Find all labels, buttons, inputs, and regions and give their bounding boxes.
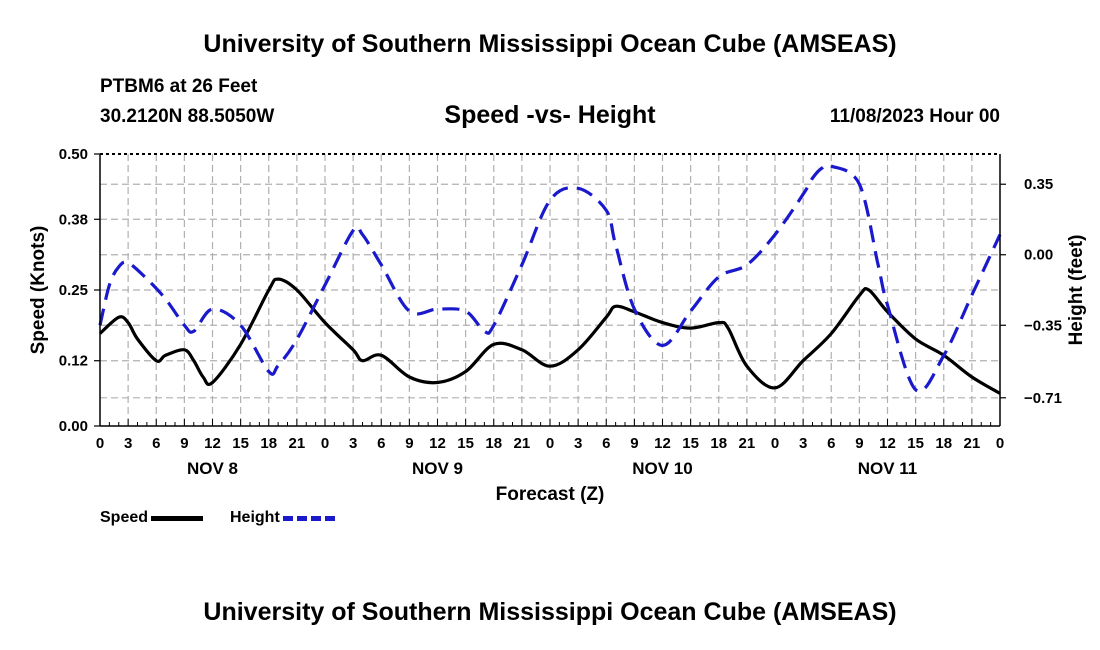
series-line-speed (98, 277, 1001, 395)
x-tick-label: 0 (771, 435, 779, 452)
x-tick-label: 21 (964, 435, 981, 452)
y-tick-label: 0.50 (59, 146, 88, 163)
x-tick-label: 0 (546, 435, 554, 452)
legend-speed: Speed (100, 509, 204, 527)
x-tick-label: 15 (457, 435, 474, 452)
x-tick-label: 3 (574, 435, 582, 452)
x-tick-label: 9 (630, 435, 638, 452)
x-tick-label: 15 (907, 435, 924, 452)
y-tick-label: 0.12 (59, 353, 88, 370)
x-tick-label: 12 (879, 435, 896, 452)
x-tick-label: 18 (260, 435, 277, 452)
x-tick-label: 12 (204, 435, 221, 452)
x-tick-label: 3 (349, 435, 357, 452)
chart-footer-title: University of Southern Mississippi Ocean… (203, 598, 897, 626)
x-tick-label: 12 (654, 435, 671, 452)
x-tick-label: 18 (935, 435, 952, 452)
plot-frame (94, 153, 1006, 427)
series-line-height (98, 163, 1002, 393)
station-label: PTBM6 at 26 Feet (100, 76, 258, 97)
x-tick-label: 6 (152, 435, 160, 452)
x-tick-label: 9 (855, 435, 863, 452)
y-tick-label: 0.38 (59, 211, 88, 228)
legend-speed-label: Speed (100, 509, 149, 526)
x-tick-label: 18 (485, 435, 502, 452)
x-day-label: NOV 9 (412, 459, 463, 478)
chart-series (98, 163, 1002, 395)
x-day-label: NOV 11 (858, 459, 918, 478)
x-tick-label: 15 (682, 435, 699, 452)
legend-speed-swatch (151, 515, 204, 521)
chart-subtitle: Speed -vs- Height (444, 101, 656, 129)
x-tick-label: 18 (710, 435, 727, 452)
x-tick-label: 3 (124, 435, 132, 452)
legend-height-swatch (282, 515, 335, 521)
y2-tick-label: −0.35 (1024, 317, 1062, 334)
x-tick-label: 6 (602, 435, 610, 452)
x-tick-label: 6 (827, 435, 835, 452)
y2-axis-title: Height (feet) (1066, 235, 1087, 346)
x-tick-label: 9 (180, 435, 188, 452)
x-tick-label: 0 (321, 435, 329, 452)
x-tick-label: 21 (739, 435, 756, 452)
x-tick-label: 21 (289, 435, 306, 452)
legend-height-label: Height (230, 509, 280, 526)
chart-axes: 0 3 6 9 12 15 18 21 0 3 6 9 12 15 18 21 0 3 6 9 12 15 18 21 0 3 6 9… (28, 146, 1087, 505)
x-tick-label: 0 (96, 435, 104, 452)
y2-tick-label: 0.00 (1024, 247, 1053, 264)
legend-height: Height (230, 509, 335, 527)
chart-main-title: University of Southern Mississippi Ocean… (203, 30, 897, 58)
x-day-label: NOV 10 (632, 459, 692, 478)
y-axis-title: Speed (Knots) (28, 226, 49, 355)
coordinates-label: 30.2120N 88.5050W (100, 106, 275, 127)
y-tick-label: 0.25 (59, 282, 88, 299)
forecast-datetime: 11/08/2023 Hour 00 (829, 106, 1000, 127)
x-tick-label: 12 (429, 435, 446, 452)
y2-tick-label: −0.71 (1024, 390, 1062, 407)
x-tick-label: 9 (405, 435, 413, 452)
y2-tick-label: 0.35 (1024, 176, 1053, 193)
x-tick-label: 3 (799, 435, 807, 452)
x-tick-label: 21 (514, 435, 531, 452)
x-tick-label: 15 (232, 435, 249, 452)
x-axis-title: Forecast (Z) (496, 484, 605, 505)
y-tick-label: 0.00 (59, 418, 88, 435)
x-tick-label: 6 (377, 435, 385, 452)
x-day-label: NOV 8 (187, 459, 238, 478)
x-tick-label: 0 (996, 435, 1004, 452)
